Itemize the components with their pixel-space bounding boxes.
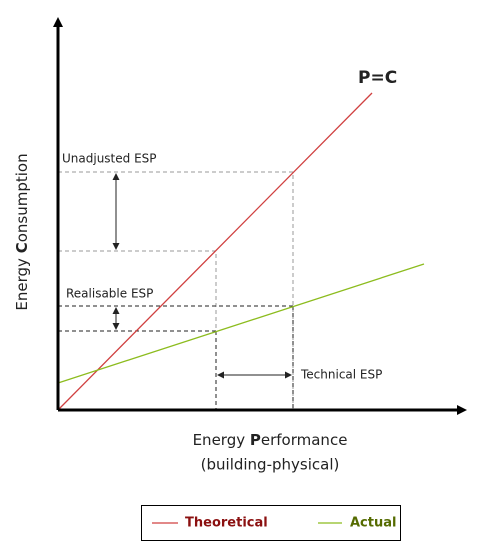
theoretical-line xyxy=(57,92,373,411)
annotation: Unadjusted ESP xyxy=(62,152,157,166)
legend-box xyxy=(141,505,401,541)
annotation: Realisable ESP xyxy=(66,287,153,301)
annotation: Technical ESP xyxy=(300,368,382,382)
pc-label: P=C xyxy=(358,68,397,88)
x-axis-label-line2: (building-physical) xyxy=(201,456,340,474)
label-part: P xyxy=(250,431,261,449)
label-part: onsumption xyxy=(13,153,31,242)
legend-label: Actual xyxy=(350,516,396,531)
legend-label: Theoretical xyxy=(185,516,268,531)
guide-verticals xyxy=(215,306,294,410)
y-axis-label: Energy Consumption xyxy=(13,153,31,310)
actual-line xyxy=(57,263,425,384)
label-part: Energy xyxy=(193,431,250,449)
x-axis-label: Energy Performance xyxy=(193,431,348,449)
label-part: Energy xyxy=(13,253,31,310)
label-part: erformance xyxy=(261,431,348,449)
label-part: C xyxy=(13,242,31,253)
arrows xyxy=(112,173,292,379)
